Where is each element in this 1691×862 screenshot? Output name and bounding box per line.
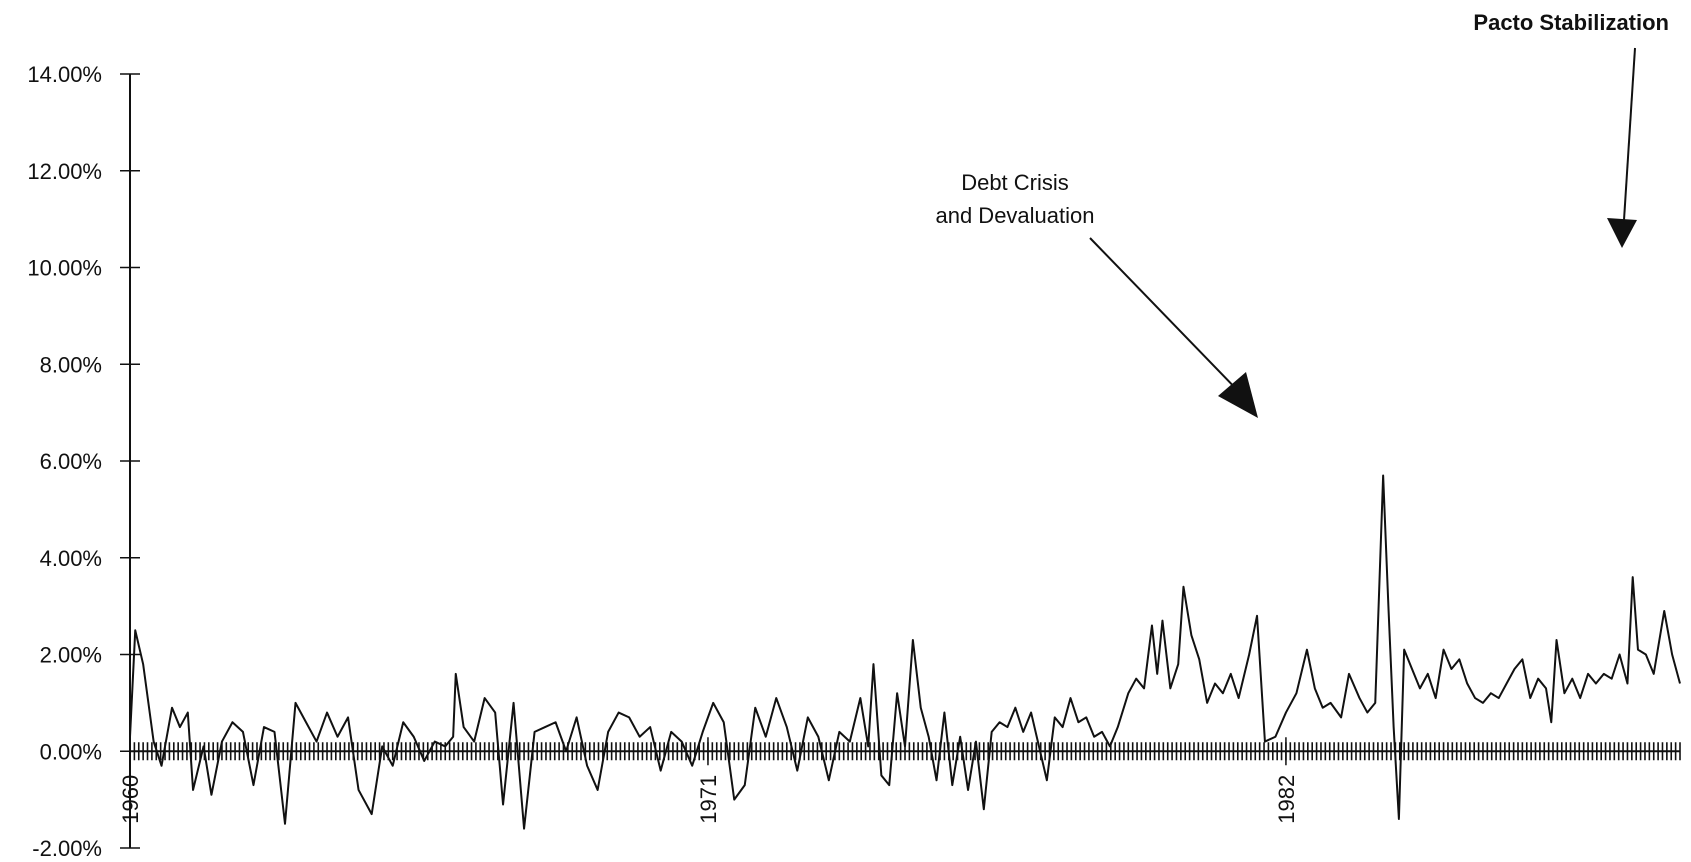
- annotation-pacto-arrowhead: [1607, 218, 1637, 248]
- x-tick-label: 1971: [696, 775, 721, 824]
- y-tick-label: 4.00%: [40, 546, 102, 571]
- annotation-debt-crisis-line: and Devaluation: [935, 203, 1094, 228]
- series-group: [129, 474, 1681, 830]
- y-tick-label: 14.00%: [27, 62, 102, 87]
- y-tick-label: -2.00%: [32, 836, 102, 861]
- y-tick-label: 6.00%: [40, 449, 102, 474]
- y-tick-label: 10.00%: [27, 256, 102, 281]
- x-tick-label: 1982: [1274, 775, 1299, 824]
- y-tick-label: 12.00%: [27, 159, 102, 184]
- annotation-pacto: Pacto Stabilization: [1473, 10, 1669, 35]
- annotation-debt-crisis-arrowhead: [1218, 372, 1258, 418]
- x-ticks: 1960 1971 1982: [118, 737, 1681, 824]
- x-tick-label: 1960: [118, 775, 143, 824]
- annotations: Debt Crisis and Devaluation Pacto Stabiliz…: [935, 10, 1669, 418]
- y-tick-label: 0.00%: [40, 739, 102, 764]
- annotation-debt-crisis-arrow: [1089, 237, 1246, 399]
- annotation-debt-crisis: Debt Crisis and Devaluation: [935, 170, 1094, 228]
- annotation-debt-crisis-line: Debt Crisis: [961, 170, 1069, 195]
- annotation-pacto-arrow: [1623, 47, 1636, 221]
- y-tick-label: 8.00%: [40, 352, 102, 377]
- y-tick-label: 2.00%: [40, 643, 102, 668]
- inflation-series-line: [129, 474, 1681, 830]
